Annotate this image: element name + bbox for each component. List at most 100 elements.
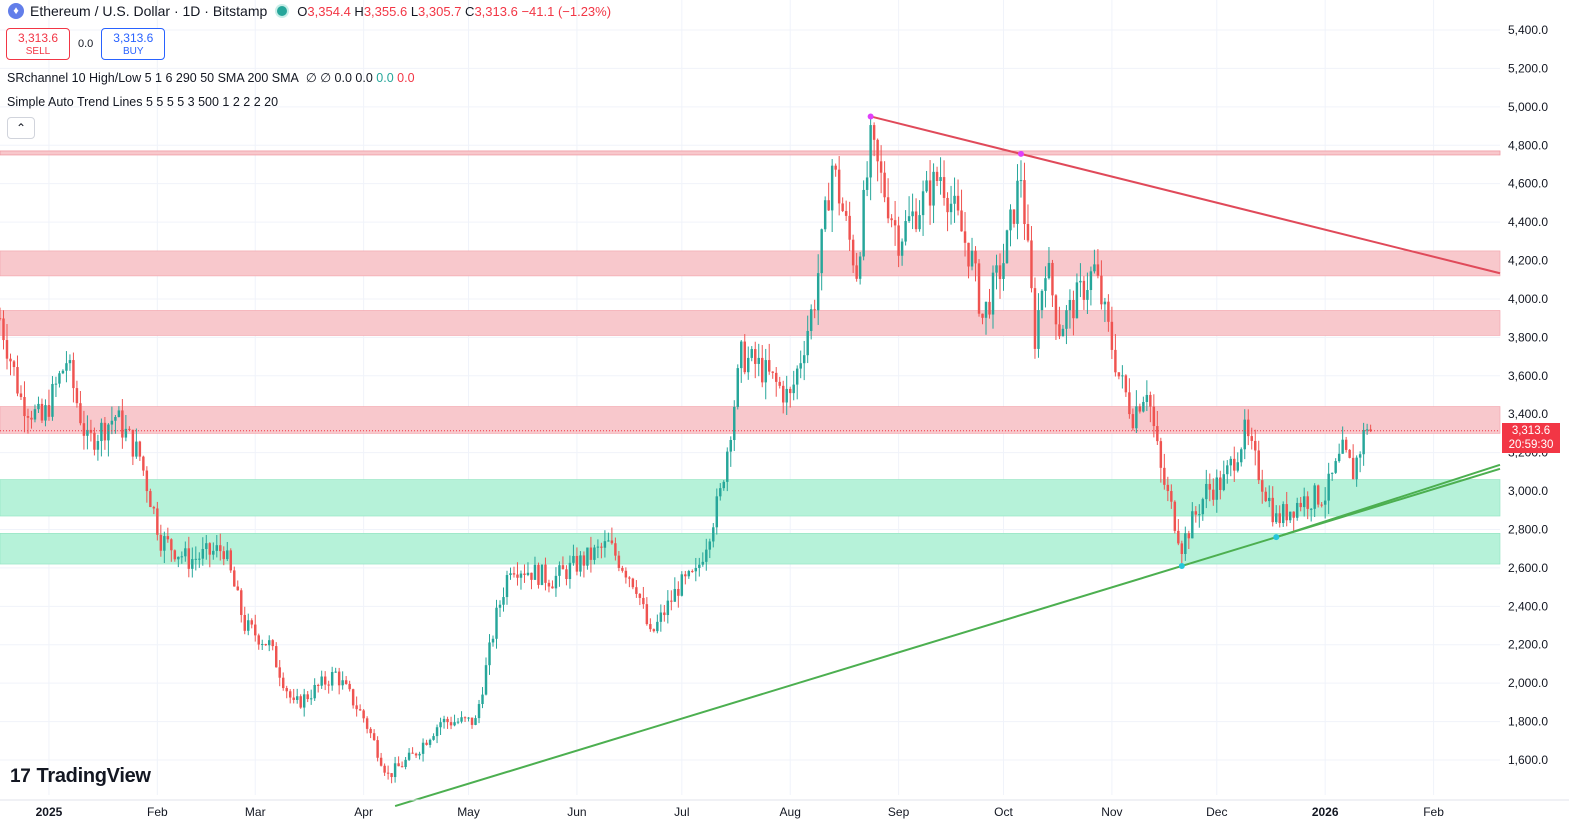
candle-body	[369, 728, 372, 734]
time-tick-label: Nov	[1101, 805, 1122, 819]
candle-body	[208, 543, 212, 555]
candle-body	[1219, 477, 1222, 490]
candle-body	[93, 432, 96, 450]
price-tick-label: 2,000.0	[1508, 676, 1548, 690]
candle-body	[956, 195, 960, 211]
candle-body	[488, 642, 491, 666]
candle-body	[680, 574, 684, 596]
candle-body	[932, 171, 935, 206]
resistance-zone	[0, 406, 1501, 434]
candle-body	[1047, 262, 1051, 279]
candle-body	[1222, 474, 1225, 490]
candle-body	[1156, 426, 1159, 442]
candle-body	[481, 694, 484, 705]
time-tick-label: Aug	[780, 805, 801, 819]
resistance-line	[0, 150, 1501, 156]
candle-body	[152, 507, 156, 509]
candle-body	[897, 225, 900, 256]
candle-body	[372, 733, 376, 741]
candle-body	[295, 696, 299, 700]
candle-body	[649, 624, 652, 630]
candle-body	[1121, 375, 1124, 377]
candle-body	[1103, 301, 1107, 305]
ethereum-icon: ♦	[8, 3, 24, 19]
candle-body	[82, 423, 86, 436]
candle-body	[453, 722, 456, 726]
candle-body	[229, 550, 232, 571]
candle-body	[621, 567, 624, 571]
candle-body	[121, 410, 124, 438]
candle-body	[170, 539, 173, 551]
candle-body	[334, 671, 337, 673]
indicator-trendlines[interactable]: Simple Auto Trend Lines 5 5 5 5 3 500 1 …	[7, 95, 279, 109]
indicator-srchannel[interactable]: SRchannel 10 High/Low 5 1 6 290 50 SMA 2…	[7, 71, 415, 85]
candle-body	[327, 684, 330, 686]
candle-body	[411, 752, 414, 754]
candle-body	[617, 555, 621, 568]
candle-body	[142, 456, 145, 471]
candle-body	[530, 572, 533, 580]
candle-body	[565, 569, 568, 580]
candle-body	[736, 368, 739, 407]
collapse-indicators-button[interactable]: ⌃	[7, 117, 35, 139]
candle-body	[1079, 280, 1082, 283]
candle-body	[946, 197, 949, 213]
candle-body	[747, 357, 750, 373]
candle-body	[44, 405, 47, 421]
candle-body	[872, 125, 876, 140]
candle-body	[834, 165, 837, 170]
candle-body	[509, 573, 512, 576]
candle-body	[1173, 501, 1177, 531]
candle-body	[40, 403, 44, 421]
candle-body	[456, 721, 460, 723]
candle-body	[883, 172, 886, 198]
candle-body	[1351, 457, 1355, 480]
candle-body	[138, 441, 142, 457]
candle-body	[1264, 491, 1267, 502]
sell-button[interactable]: 3,313.6 SELL	[6, 28, 70, 60]
candle-body	[1100, 275, 1103, 305]
candle-body	[593, 547, 596, 560]
candle-body	[785, 388, 788, 403]
candle-body	[386, 772, 390, 774]
spread-value: 0.0	[78, 38, 94, 50]
candle-body	[425, 742, 428, 745]
candle-body	[421, 742, 425, 754]
price-tick-label: 1,800.0	[1508, 715, 1548, 729]
symbol-title[interactable]: Ethereum / U.S. Dollar · 1D · Bitstamp	[30, 3, 268, 19]
candle-body	[558, 565, 561, 576]
candle-body	[397, 763, 400, 767]
chevron-up-icon: ⌃	[15, 121, 27, 135]
candle-body	[1341, 439, 1344, 454]
candle-body	[390, 773, 393, 778]
candle-body	[579, 555, 582, 572]
candle-body	[1323, 500, 1327, 505]
candle-body	[1334, 461, 1337, 473]
candle-body	[830, 165, 834, 211]
candle-body	[393, 763, 397, 778]
candle-body	[404, 759, 407, 767]
price-tick-label: 3,800.0	[1508, 330, 1548, 344]
candle-body	[879, 161, 883, 173]
candle-body	[491, 638, 495, 643]
candle-body	[1327, 473, 1330, 501]
candle-body	[1309, 508, 1313, 510]
candle-body	[705, 549, 708, 562]
candle-body	[918, 215, 921, 230]
candle-body	[516, 574, 519, 578]
candle-body	[869, 125, 872, 178]
candle-body	[166, 536, 170, 540]
candle-body	[47, 405, 51, 417]
buy-button[interactable]: 3,313.6 BUY	[101, 28, 166, 60]
candle-body	[131, 429, 135, 457]
candle-body	[1061, 328, 1065, 337]
candle-body	[1212, 489, 1215, 500]
candle-body	[365, 718, 369, 729]
candle-body	[278, 667, 281, 678]
candle-body	[30, 417, 33, 420]
candle-body	[554, 575, 558, 589]
candle-body	[215, 545, 219, 551]
resistance-zone	[0, 250, 1501, 277]
candle-body	[292, 697, 295, 700]
